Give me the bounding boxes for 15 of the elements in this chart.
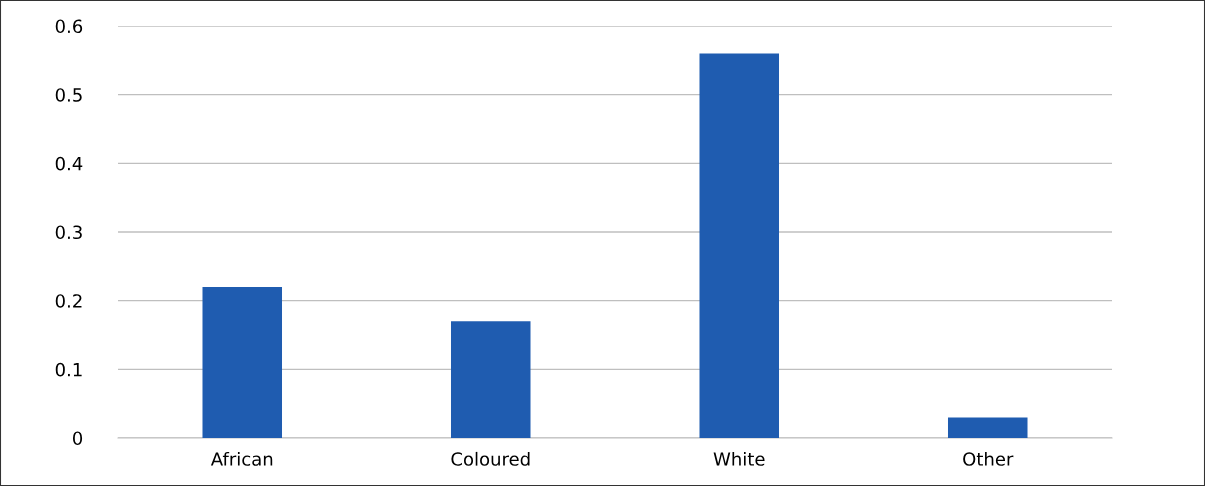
x-tick-label: Coloured	[451, 451, 530, 466]
y-tick-label: 0.4	[55, 156, 83, 171]
bar	[947, 417, 1028, 438]
y-tick-label: 0.6	[55, 19, 83, 34]
y-tick-label: 0.1	[55, 362, 82, 377]
x-tick-label: Other	[963, 451, 1014, 466]
bar	[202, 286, 283, 438]
y-tick-label: 0.2	[55, 294, 82, 308]
y-tick-label: 0	[72, 431, 83, 446]
y-tick-label: 0.3	[55, 225, 82, 240]
x-tick-label: African	[210, 451, 273, 466]
bar	[699, 53, 780, 438]
bar	[450, 321, 531, 438]
x-tick-label: White	[713, 451, 765, 466]
y-tick-label: 0.5	[55, 88, 82, 102]
